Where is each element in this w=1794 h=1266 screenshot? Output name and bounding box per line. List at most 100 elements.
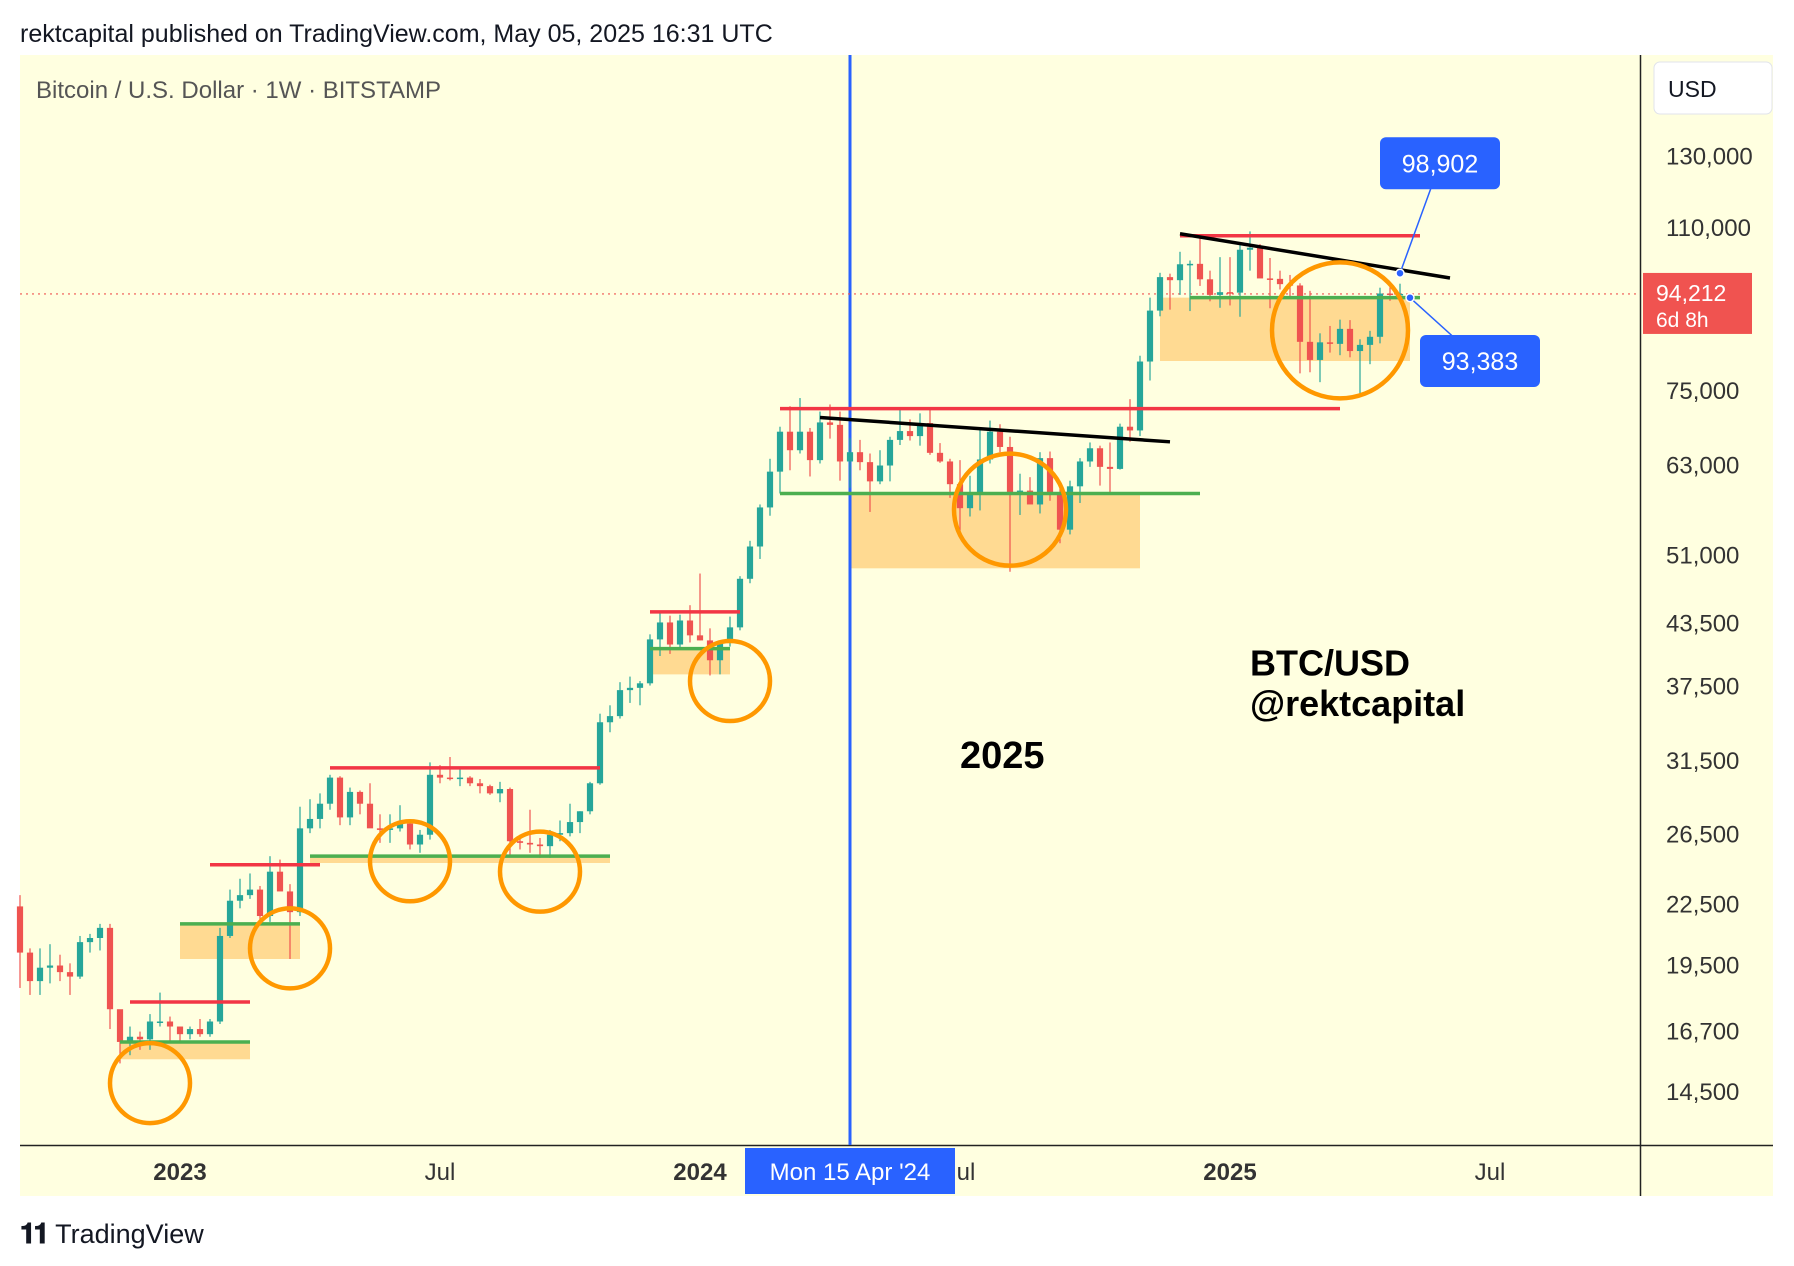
candle-body [456,777,464,780]
y-tick-label: 16,700 [1666,1019,1739,1046]
candle-body [1176,264,1184,281]
candle-body [126,1036,134,1042]
candle [1166,273,1174,310]
candle-body [926,423,934,453]
candle-body [466,777,474,784]
candle [346,787,354,826]
candle [766,458,774,516]
candle-body [416,834,424,845]
candle-body [636,683,644,688]
candle [586,781,594,815]
candle [356,790,364,815]
candle [1326,325,1334,353]
annotation-text: BTC/USD [1250,642,1410,683]
candle [236,878,244,909]
candle-body [1346,328,1354,352]
candle [896,409,904,446]
candle-body [1326,342,1334,344]
candle [846,437,854,488]
candle-body [266,871,274,917]
candle-body [346,791,354,818]
candle [1006,436,1014,572]
candle-body [306,818,314,829]
candle-body [336,777,344,818]
callout-point [1395,268,1405,278]
candle-body [1116,426,1124,469]
x-tick-label: Jul [425,1159,456,1186]
candle [606,705,614,733]
candle [1316,333,1324,383]
candle-body [886,439,894,466]
candle [226,889,234,938]
candle-body [736,578,744,628]
candle-body [956,484,964,509]
candle-body [1206,279,1214,295]
y-tick-label: 19,500 [1666,953,1739,980]
plot-area [20,55,1640,1145]
candle [166,1016,174,1042]
candle-body [1156,277,1164,311]
candle-body [576,811,584,823]
candle [316,793,324,829]
candle-body [816,422,824,461]
candle-body [1006,446,1014,495]
candle-body [1226,292,1234,294]
candle [1356,339,1364,395]
candle-body [26,952,34,982]
last-price-countdown: 6d 8h [1656,309,1709,332]
y-tick-label: 130,000 [1666,144,1753,171]
candle-body [686,620,694,636]
candle [66,963,74,995]
candle-body [1216,292,1224,295]
candle-body [156,1021,164,1024]
y-tick-label: 37,500 [1666,674,1739,701]
candle [256,885,264,920]
candle [496,781,504,803]
candle [876,450,884,485]
candle [1156,272,1164,317]
candle-body [196,1029,204,1035]
candle [1346,320,1354,358]
candle [596,713,604,785]
candle-body [1026,490,1034,505]
candle [1176,251,1184,295]
candle-body [976,459,984,493]
candle-body [616,690,624,717]
candle-body [1246,247,1254,250]
candle [296,806,304,917]
candle [156,992,164,1027]
date-marker-badge [745,1148,955,1194]
candle [466,776,474,787]
y-tick-label: 75,000 [1666,378,1739,405]
candle [976,429,984,511]
candle [776,426,784,494]
candle-body [826,422,834,425]
candle-body [996,431,1004,447]
candle-body [946,461,954,485]
candle-body [426,774,434,835]
candle [786,406,794,471]
candle-body [756,507,764,547]
candle-body [1306,341,1314,360]
candle-body [1336,328,1344,344]
candle-body [526,842,534,845]
candle [616,682,624,719]
candle-body [1096,448,1104,467]
candle-body [276,871,284,892]
candle-body [46,965,54,968]
candle-body [986,431,994,460]
candle-body [36,967,44,982]
footer: 𝟏𝟏 TradingView [20,1218,204,1251]
candle-body [216,935,224,1022]
candle-body [1376,293,1384,337]
candle [1116,423,1124,470]
candle-body [676,620,684,645]
candle-body [966,492,974,509]
candle [456,767,464,787]
highlight-circle [107,1040,193,1126]
candle [206,1019,214,1037]
candle-body [1236,249,1244,293]
candle-body [356,791,364,804]
candle-body [366,803,374,829]
